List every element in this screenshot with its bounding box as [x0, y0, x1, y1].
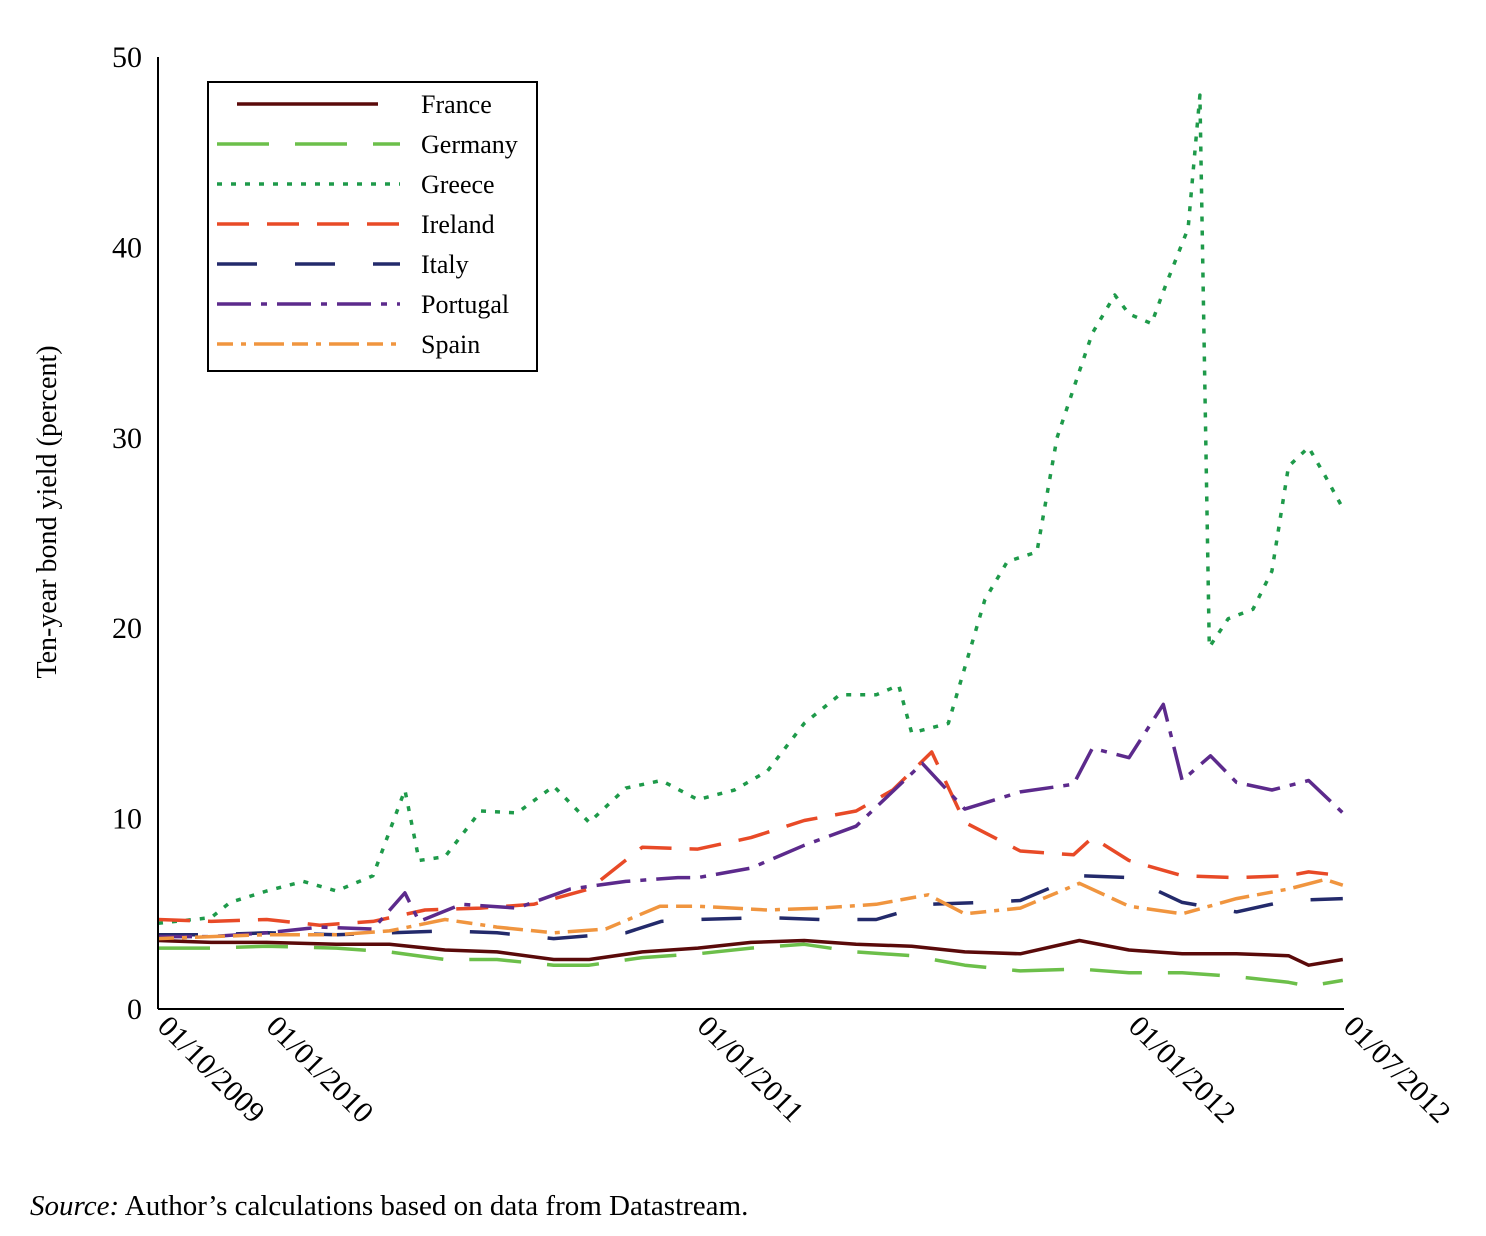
- legend-label-portugal: Portugal: [421, 290, 509, 319]
- legend-label-greece: Greece: [421, 170, 495, 199]
- series-line-france: [157, 938, 1344, 967]
- x-tick-label: 01/01/2010: [260, 1010, 380, 1130]
- legend-box: [207, 81, 538, 372]
- series-line-italy: [158, 873, 1343, 941]
- legend-label-ireland: Ireland: [421, 210, 495, 239]
- series-line-spain: [157, 877, 1344, 941]
- x-tick-label: 01/01/2012: [1122, 1010, 1242, 1130]
- x-tick-label: 01/10/2009: [151, 1010, 271, 1130]
- y-tick-label: 50: [112, 41, 142, 74]
- y-axis-label: Ten-year bond yield (percent): [32, 345, 63, 678]
- series-line-germany: [158, 942, 1344, 988]
- source-label: Source:: [30, 1190, 120, 1222]
- y-tick-label: 10: [112, 803, 142, 836]
- source-text: Author’s calculations based on data from…: [119, 1190, 749, 1222]
- y-tick-label: 40: [112, 231, 142, 264]
- axes: [157, 57, 1344, 1010]
- y-ticks: 0 10 20 30 40 50: [112, 41, 142, 1026]
- x-tick-label: 01/01/2011: [691, 1010, 810, 1129]
- series-line-portugal: [158, 702, 1345, 939]
- y-tick-label: 0: [127, 993, 142, 1026]
- series-line-ireland: [157, 750, 1343, 927]
- legend: France Germany Greece Ireland Italy Portugal S…: [207, 81, 538, 372]
- legend-label-spain: Spain: [421, 330, 480, 359]
- x-tick-label: 01/07/2012: [1337, 1010, 1457, 1130]
- legend-label-germany: Germany: [421, 130, 518, 159]
- y-tick-label: 20: [112, 612, 142, 645]
- legend-label-italy: Italy: [421, 250, 469, 279]
- series-lines: [157, 93, 1345, 988]
- y-tick-label: 30: [112, 422, 142, 455]
- legend-label-france: France: [421, 90, 492, 119]
- source-note: Source: Author’s calculations based on d…: [30, 1190, 748, 1223]
